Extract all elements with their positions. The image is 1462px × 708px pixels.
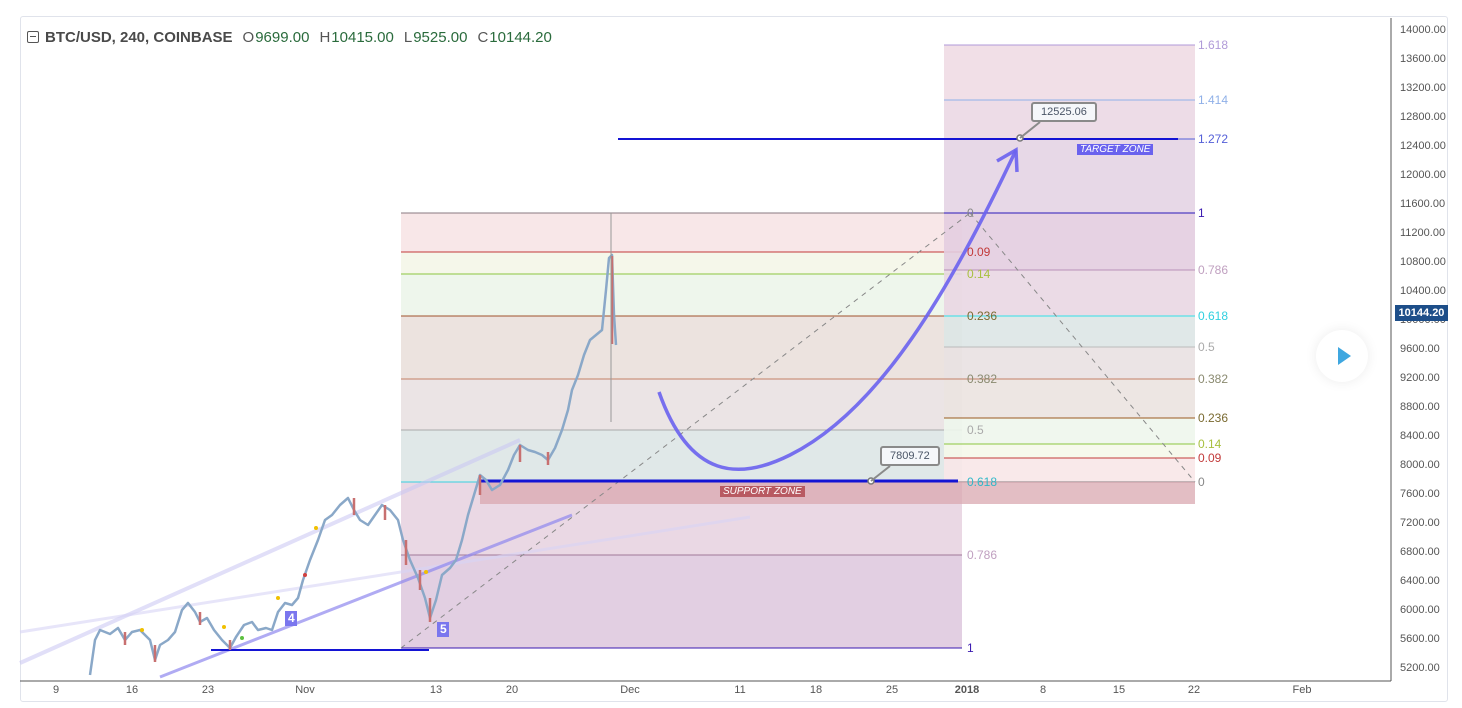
ohlc-close: C10144.20 [477, 28, 552, 46]
symbol-legend: BTC/USD, 240, COINBASE O9699.00 H10415.0… [27, 26, 562, 48]
fib-left-level: 0.14 [967, 267, 991, 281]
channel-line-upper[interactable] [19, 438, 521, 665]
ohlc-open: O9699.00 [242, 28, 310, 46]
time-tick: 16 [125, 684, 139, 696]
fib-right-level: 1.414 [1198, 93, 1229, 107]
price-tick: 8800.00 [1400, 401, 1440, 413]
price-candles [88, 253, 618, 676]
price-tick: 11600.00 [1400, 198, 1446, 210]
fib-left-level: 0.382 [967, 372, 998, 386]
time-tick: 9 [52, 684, 60, 696]
wave-4-badge [285, 611, 297, 626]
chart-frame [20, 16, 1448, 702]
signal-dot [424, 570, 428, 574]
price-tick: 6000.00 [1400, 604, 1440, 616]
time-tick: 2018 [954, 684, 980, 696]
ohlc-low: L9525.00 [403, 28, 468, 46]
price-tick: 11200.00 [1400, 227, 1446, 239]
fib-left-level: 0 [967, 206, 974, 220]
play-button[interactable] [1316, 330, 1368, 382]
time-tick: 18 [809, 684, 823, 696]
price-tick: 7600.00 [1400, 488, 1440, 500]
price-tick: 13600.00 [1400, 53, 1446, 65]
fib-right-level: 0.618 [1198, 309, 1229, 323]
fib-right-level: 1.272 [1198, 132, 1229, 146]
fib-right-level: 1 [1198, 206, 1205, 220]
time-tick: 11 [734, 684, 746, 696]
time-tick: Nov [295, 684, 315, 696]
signal-dot [314, 526, 318, 530]
fib-left-level: 0.786 [967, 548, 998, 562]
time-tick: 23 [201, 684, 215, 696]
ohlc-high: H10415.00 [319, 28, 394, 46]
signal-dot [276, 596, 280, 600]
price-candles-bearish [123, 256, 614, 662]
price-tick: 6800.00 [1400, 546, 1440, 558]
collapse-icon[interactable] [27, 31, 39, 43]
fib-right-level: 0.382 [1198, 372, 1229, 386]
time-tick: 20 [505, 684, 519, 696]
time-tick: 22 [1187, 684, 1201, 696]
play-icon [1337, 347, 1351, 365]
fib-right-level: 0.5 [1198, 340, 1215, 354]
projection-arrowhead-icon [996, 147, 1019, 173]
signal-dot [222, 625, 226, 629]
time-tick: Dec [620, 684, 640, 696]
wave-5-badge [437, 622, 449, 637]
fib-right-level: 0.14 [1198, 437, 1222, 451]
price-tick: 10400.00 [1400, 285, 1446, 297]
wave-4-label: 4 [288, 611, 295, 625]
fib-left-level: 0.5 [967, 423, 984, 437]
time-tick: 25 [885, 684, 899, 696]
fib-right-level: 0.786 [1198, 263, 1229, 277]
wave-5-label: 5 [440, 622, 447, 636]
fib-right-level: 0 [1198, 475, 1205, 489]
signal-dot [140, 628, 144, 632]
fib-left-level: 0.236 [967, 309, 998, 323]
fib-left-level: 0.618 [967, 475, 998, 489]
price-tick: 12000.00 [1400, 169, 1446, 181]
price-tick: 9600.00 [1400, 343, 1440, 355]
fib-retracement-left[interactable] [401, 212, 962, 649]
price-tick: 14000.00 [1400, 24, 1446, 36]
time-tick: 8 [1039, 684, 1047, 696]
fib-right-level: 0.09 [1198, 451, 1222, 465]
price-tick: 5200.00 [1400, 662, 1440, 674]
support-zone-band[interactable] [480, 482, 1195, 504]
time-tick: 15 [1112, 684, 1126, 696]
price-tick: 12400.00 [1400, 140, 1446, 152]
price-tick: 6400.00 [1400, 575, 1440, 587]
time-tick: 13 [429, 684, 443, 696]
target-price-callout[interactable]: 12525.06 [1031, 102, 1097, 122]
channel-line-mid[interactable] [19, 515, 751, 634]
signal-dot [240, 636, 244, 640]
fib-right-level: 0.236 [1198, 411, 1229, 425]
fib-right-level: 1.618 [1198, 38, 1229, 52]
projection-curve[interactable] [657, 149, 1018, 472]
price-tick: 8400.00 [1400, 430, 1440, 442]
price-tick: 7200.00 [1400, 517, 1440, 529]
target-zone-label: TARGET ZONE [1077, 144, 1154, 155]
fib-left-level: 1 [967, 641, 974, 655]
symbol-title: BTC/USD, 240, COINBASE [45, 28, 233, 46]
support-zone-label: SUPPORT ZONE [720, 486, 805, 497]
price-tick: 12800.00 [1400, 111, 1446, 123]
support-price-callout[interactable]: 7809.72 [880, 446, 940, 466]
current-price-badge: 10144.20 [1395, 305, 1448, 321]
price-tick: 10800.00 [1400, 256, 1446, 268]
price-tick: 13200.00 [1400, 82, 1446, 94]
time-tick: Feb [1292, 684, 1312, 696]
fib-extension-trend-line[interactable] [969, 212, 1196, 483]
fib-left-level: 0.09 [967, 245, 991, 259]
signal-dot [303, 573, 307, 577]
price-tick: 5600.00 [1400, 633, 1440, 645]
price-tick: 8000.00 [1400, 459, 1440, 471]
price-tick: 9200.00 [1400, 372, 1440, 384]
